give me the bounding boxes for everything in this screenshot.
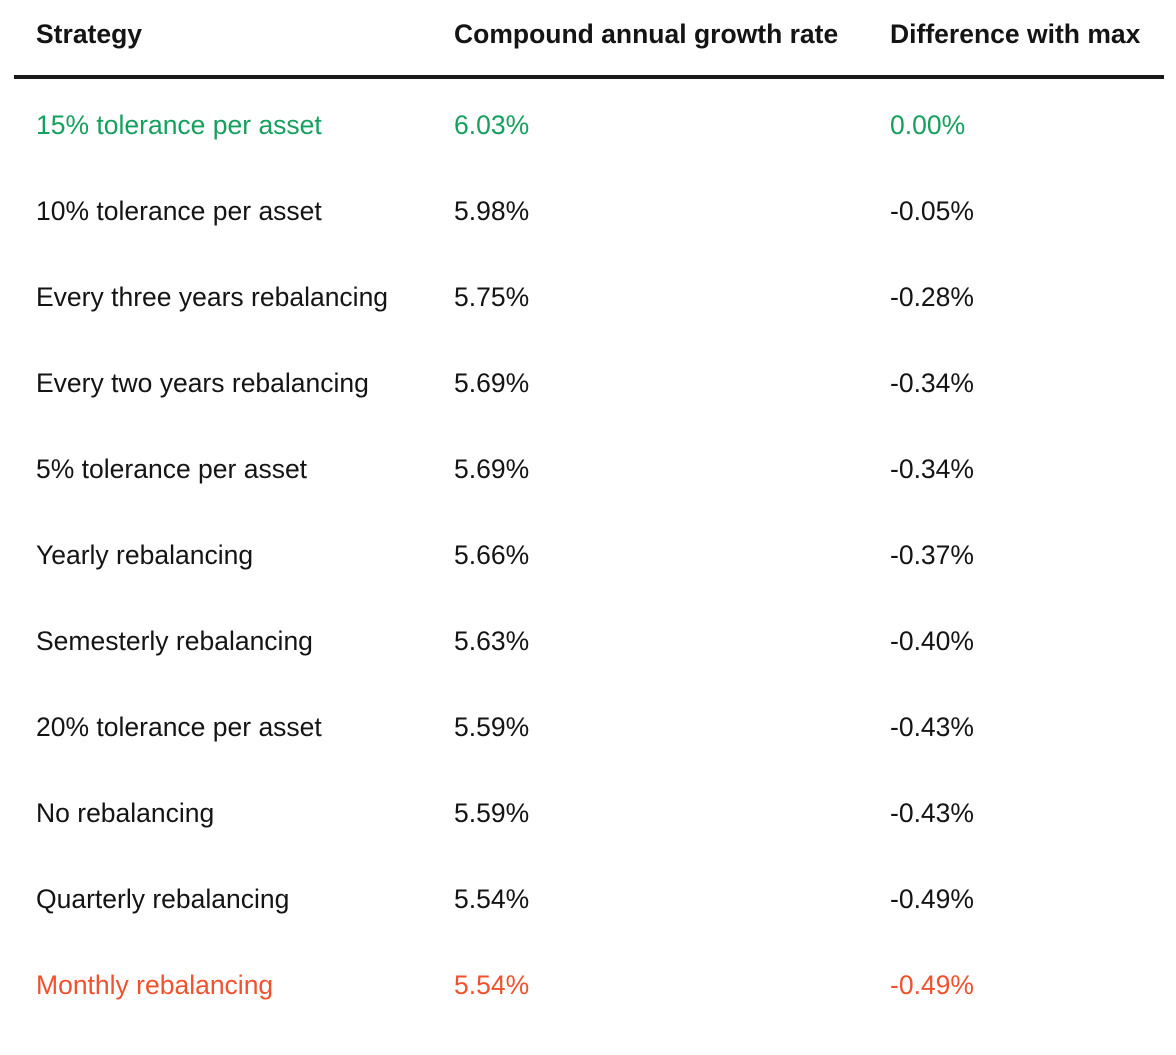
cell-cagr: 6.03%	[454, 110, 530, 140]
cell-difference: -0.28%	[890, 282, 974, 312]
cell-difference: -0.49%	[890, 884, 974, 914]
cell-difference: -0.43%	[890, 712, 974, 742]
cell-cagr: 5.69%	[454, 368, 530, 398]
table-row: Monthly rebalancing 5.54% -0.49%	[0, 969, 1176, 1055]
table-row: 15% tolerance per asset 6.03% 0.00%	[0, 109, 1176, 195]
header-divider	[14, 75, 1164, 79]
table-row: Quarterly rebalancing 5.54% -0.49%	[0, 883, 1176, 969]
cell-strategy: Monthly rebalancing	[36, 970, 274, 1000]
header-cagr: Compound annual growth rate	[454, 19, 839, 49]
cell-strategy: Quarterly rebalancing	[36, 884, 290, 914]
cell-difference: -0.37%	[890, 540, 974, 570]
cell-cagr: 5.59%	[454, 798, 530, 828]
cell-cagr: 5.69%	[454, 454, 530, 484]
cell-cagr: 5.98%	[454, 196, 530, 226]
cell-strategy: 15% tolerance per asset	[36, 110, 322, 140]
table-header: Strategy Compound annual growth rate Dif…	[0, 0, 1176, 79]
cell-difference: -0.43%	[890, 798, 974, 828]
cell-difference: 0.00%	[890, 110, 966, 140]
cell-strategy: No rebalancing	[36, 798, 215, 828]
header-strategy: Strategy	[36, 19, 143, 49]
cell-difference: -0.05%	[890, 196, 974, 226]
table-row: No rebalancing 5.59% -0.43%	[0, 797, 1176, 883]
cell-difference: -0.40%	[890, 626, 974, 656]
cell-strategy: Every two years rebalancing	[36, 368, 369, 398]
table-row: Semesterly rebalancing 5.63% -0.40%	[0, 625, 1176, 711]
table-row: Every three years rebalancing 5.75% -0.2…	[0, 281, 1176, 367]
cell-difference: -0.34%	[890, 454, 974, 484]
cell-strategy: Yearly rebalancing	[36, 540, 254, 570]
cell-difference: -0.49%	[890, 970, 974, 1000]
cell-cagr: 5.66%	[454, 540, 530, 570]
cell-cagr: 5.75%	[454, 282, 530, 312]
cell-strategy: 20% tolerance per asset	[36, 712, 322, 742]
header-difference: Difference with max	[890, 19, 1141, 49]
table-row: Yearly rebalancing 5.66% -0.37%	[0, 539, 1176, 625]
cell-cagr: 5.63%	[454, 626, 530, 656]
strategy-table: Strategy Compound annual growth rate Dif…	[0, 0, 1176, 1000]
table-row: 5% tolerance per asset 5.69% -0.34%	[0, 453, 1176, 539]
cell-cagr: 5.54%	[454, 884, 530, 914]
cell-strategy: 10% tolerance per asset	[36, 196, 322, 226]
table-row: Every two years rebalancing 5.69% -0.34%	[0, 367, 1176, 453]
table-row: 10% tolerance per asset 5.98% -0.05%	[0, 195, 1176, 281]
cell-strategy: 5% tolerance per asset	[36, 454, 308, 484]
cell-strategy: Semesterly rebalancing	[36, 626, 313, 656]
cell-strategy: Every three years rebalancing	[36, 282, 389, 312]
cell-cagr: 5.59%	[454, 712, 530, 742]
cell-difference: -0.34%	[890, 368, 974, 398]
cell-cagr: 5.54%	[454, 970, 530, 1000]
table-row: 20% tolerance per asset 5.59% -0.43%	[0, 711, 1176, 797]
